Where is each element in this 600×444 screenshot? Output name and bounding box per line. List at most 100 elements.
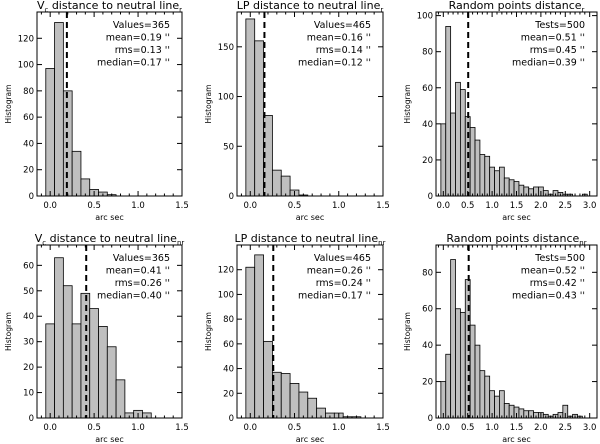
y-axis-label: Histogram — [403, 312, 412, 351]
stats-line: Values=465 — [314, 20, 371, 31]
y-tick-label: 0 — [428, 414, 433, 424]
histogram-bar — [484, 375, 491, 419]
histogram-bar — [455, 81, 461, 197]
histogram-bar — [479, 370, 486, 419]
histogram-bar — [479, 154, 486, 197]
histogram-bar — [45, 323, 55, 419]
histogram-bar — [503, 177, 510, 197]
histogram-bar — [459, 311, 466, 419]
histogram-bar — [494, 395, 500, 419]
y-tick-label: 60 — [23, 261, 34, 271]
y-tick-label: 20 — [422, 156, 433, 166]
histogram-bar — [280, 373, 291, 419]
stats-line: rms=0.26 '' — [115, 278, 170, 289]
stats-line: mean=0.41 '' — [106, 266, 170, 277]
y-tick-label: 20 — [223, 389, 234, 399]
plot-frame — [36, 11, 183, 197]
stats-line: median=0.40 '' — [97, 291, 170, 302]
y-tick-label: 80 — [23, 87, 34, 97]
stats-line: Tests=500 — [534, 20, 585, 31]
stats-line: rms=0.42 '' — [530, 278, 585, 289]
stats-line: Tests=500 — [534, 253, 585, 264]
x-axis-label: arc sec — [502, 213, 530, 222]
histogram-bar — [80, 178, 91, 197]
stats-line: Values=365 — [113, 20, 170, 31]
histogram-bar — [54, 257, 64, 419]
x-tick-label: 0.5 — [461, 201, 475, 211]
histogram-panel: 0.0 0.5 1.0 1.5 2.0 2.5 3.0 0 20 40 60 80 100 arc sec… — [403, 0, 598, 222]
x-tick-label: 0.0 — [437, 423, 451, 433]
x-tick-label: 3.0 — [583, 423, 597, 433]
y-tick-label: 10 — [23, 389, 34, 399]
histogram-bar — [263, 340, 273, 419]
histogram-bar — [89, 308, 99, 419]
x-tick-label: 0.0 — [437, 201, 451, 211]
plot-frame — [36, 244, 183, 419]
histogram-bar — [499, 390, 505, 419]
y-tick-label: 40 — [223, 365, 234, 375]
stats-line: rms=0.24 '' — [316, 278, 371, 289]
y-tick-label: 0 — [29, 192, 34, 202]
stats-line: mean=0.26 '' — [307, 266, 371, 277]
x-tick-label: 1.0 — [332, 423, 346, 433]
stats-line: mean=0.51 '' — [521, 33, 585, 44]
y-tick-label: 0 — [428, 192, 433, 202]
stats-line: median=0.43 '' — [512, 291, 585, 302]
stats-line: rms=0.45 '' — [530, 45, 585, 56]
y-tick-label: 20 — [23, 166, 34, 176]
stats-line: median=0.12 '' — [298, 58, 371, 69]
y-axis-label: Histogram — [403, 85, 412, 124]
chart-title: Random points distancer — [449, 0, 585, 14]
histogram-bar — [469, 127, 476, 197]
y-tick-label: 0 — [29, 414, 34, 424]
histogram-panel: 0.0 0.5 1.0 1.5 0 50 100 150 arc sec Histogram LP … — [204, 0, 390, 222]
histogram-bar — [445, 26, 452, 197]
stats-line: mean=0.52 '' — [521, 266, 585, 277]
stats-line: median=0.17 '' — [298, 291, 371, 302]
x-tick-label: 1.5 — [175, 423, 189, 433]
chart-title: Vc distance to neutral linenr — [35, 232, 185, 247]
y-tick-label: 100 — [218, 93, 234, 103]
y-tick-label: 100 — [218, 290, 234, 300]
y-tick-label: 80 — [422, 268, 433, 278]
x-tick-label: 0.0 — [244, 201, 258, 211]
y-tick-label: 30 — [23, 338, 34, 348]
x-tick-label: 1.0 — [332, 201, 346, 211]
x-axis-label: arc sec — [95, 213, 123, 222]
y-tick-label: 100 — [18, 61, 34, 71]
y-tick-label: 120 — [218, 266, 234, 276]
histogram-bar — [455, 308, 461, 419]
x-tick-label: 2.5 — [559, 201, 573, 211]
y-tick-label: 150 — [218, 43, 234, 53]
x-tick-label: 1.5 — [510, 423, 524, 433]
chart-title: LP distance to neutral linenr — [235, 232, 386, 247]
stats-line: Values=465 — [314, 253, 371, 264]
histogram-bar — [245, 18, 256, 197]
x-tick-label: 0.5 — [288, 423, 302, 433]
y-axis-label: Histogram — [4, 85, 13, 124]
histogram-bar — [54, 22, 64, 197]
stats-line: mean=0.19 '' — [106, 33, 170, 44]
x-tick-label: 1.0 — [131, 423, 145, 433]
y-tick-label: 40 — [23, 139, 34, 149]
histogram-bar — [45, 68, 55, 197]
histogram-panel: 0.0 0.5 1.0 1.5 2.0 2.5 3.0 0 20 40 60 80 arc sec His… — [403, 232, 598, 444]
histogram-bar — [450, 259, 456, 419]
plot-frame — [236, 244, 384, 419]
x-tick-label: 0.0 — [244, 423, 258, 433]
x-axis-label: arc sec — [502, 435, 530, 444]
x-tick-label: 0.5 — [288, 201, 302, 211]
histogram-bar — [271, 169, 282, 197]
histogram-bar — [298, 391, 309, 419]
histogram-bar — [445, 353, 452, 419]
x-axis-label: arc sec — [95, 435, 123, 444]
x-tick-label: 1.5 — [510, 201, 524, 211]
y-tick-label: 80 — [223, 315, 234, 325]
y-tick-label: 60 — [422, 305, 433, 315]
x-tick-label: 1.0 — [131, 201, 145, 211]
x-tick-label: 0.5 — [87, 423, 101, 433]
histogram-panel: 0.0 0.5 1.0 1.5 0 20 40 60 80 100 120 arc sec Histog… — [204, 232, 390, 444]
chart-title: Vc distance to neutral liner — [37, 0, 182, 14]
histogram-bar — [499, 166, 505, 197]
